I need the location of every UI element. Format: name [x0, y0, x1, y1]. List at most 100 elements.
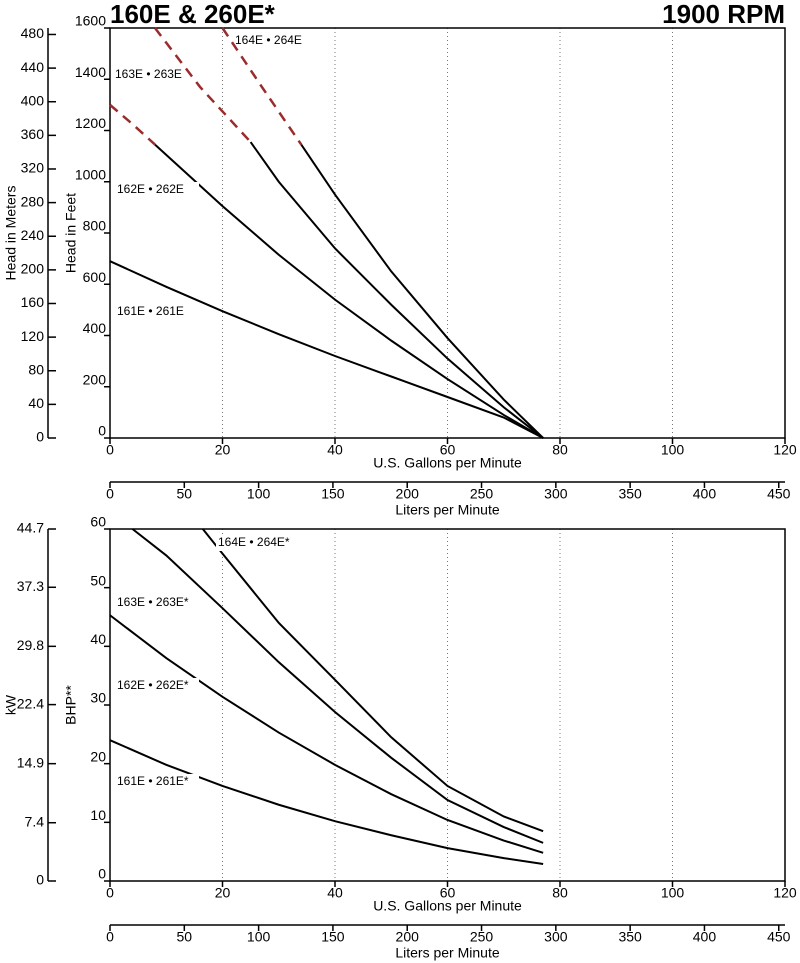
x2-tick-label: 300: [544, 929, 568, 945]
y-tick-label: 800: [83, 218, 107, 234]
curve-label: 164E • 264E: [235, 33, 302, 47]
y-tick-label: 200: [83, 371, 107, 387]
curve-label: 163E • 263E*: [117, 595, 189, 609]
curve: [154, 143, 544, 439]
y-tick-label: 0: [98, 423, 106, 439]
x-tick-label: 60: [440, 442, 456, 458]
x-tick-label: 100: [661, 885, 685, 901]
y2-tick-label: 280: [21, 193, 45, 209]
x2-tick-label: 400: [693, 486, 717, 502]
y2-tick-label: 400: [21, 92, 45, 108]
y2-tick-label: 0: [36, 429, 44, 445]
x-tick-label: 60: [440, 885, 456, 901]
x-tick-label: 40: [327, 442, 343, 458]
y-axis-title: BHP**: [63, 685, 79, 725]
y-tick-label: 60: [90, 514, 106, 530]
curve: [109, 103, 156, 146]
x2-tick-label: 200: [396, 929, 420, 945]
y-tick-label: 1400: [75, 64, 106, 80]
x2-tick-label: 0: [106, 486, 114, 502]
x-tick-label: 20: [215, 885, 231, 901]
x-tick-label: 100: [661, 442, 685, 458]
curve: [202, 528, 544, 833]
curve: [109, 614, 544, 854]
curve-label: 164E • 264E*: [218, 535, 290, 549]
x-tick-label: 0: [106, 442, 114, 458]
page-title: 160E & 260E*: [110, 0, 276, 29]
x-axis-title: U.S. Gallons per Minute: [373, 898, 522, 914]
y-axis-title: Head in Feet: [63, 193, 79, 273]
x2-tick-label: 150: [321, 929, 345, 945]
curve-label: 162E • 262E*: [117, 678, 189, 692]
x2-tick-label: 50: [177, 929, 193, 945]
y-tick-label: 10: [90, 807, 106, 823]
y-tick-label: 1000: [75, 166, 106, 182]
x-tick-label: 120: [773, 442, 797, 458]
label-bg: [115, 774, 199, 790]
y-tick-label: 400: [83, 320, 107, 336]
y-tick-label: 50: [90, 572, 106, 588]
y2-tick-label: 22.4: [17, 695, 44, 711]
x2-axis-title: Liters per Minute: [395, 945, 499, 961]
y2-tick-label: 240: [21, 227, 45, 243]
x2-tick-label: 350: [618, 486, 642, 502]
y2-tick-label: 120: [21, 328, 45, 344]
x2-tick-label: 50: [177, 486, 193, 502]
x2-tick-label: 200: [396, 486, 420, 502]
x-tick-label: 40: [327, 885, 343, 901]
x2-tick-label: 450: [767, 929, 791, 945]
y-tick-label: 600: [83, 269, 107, 285]
y2-tick-label: 200: [21, 261, 45, 277]
y2-tick-label: 0: [36, 872, 44, 888]
x-tick-label: 20: [215, 442, 231, 458]
y2-tick-label: 320: [21, 160, 45, 176]
y2-tick-label: 160: [21, 294, 45, 310]
x2-tick-label: 0: [106, 929, 114, 945]
y-tick-label: 30: [90, 690, 106, 706]
x-axis-title: U.S. Gallons per Minute: [373, 455, 522, 471]
x2-tick-label: 300: [544, 486, 568, 502]
curve: [109, 260, 544, 439]
y2-tick-label: 29.8: [17, 637, 44, 653]
x2-tick-label: 100: [247, 929, 271, 945]
curve-label: 162E • 262E: [117, 182, 184, 196]
curve: [249, 141, 544, 439]
y2-tick-label: 40: [28, 395, 44, 411]
y-tick-label: 40: [90, 631, 106, 647]
y2-tick-label: 44.7: [17, 520, 44, 536]
x2-tick-label: 350: [618, 929, 642, 945]
x2-tick-label: 400: [693, 929, 717, 945]
x-tick-label: 80: [552, 885, 568, 901]
x2-axis-title: Liters per Minute: [395, 502, 499, 518]
label-bg: [115, 678, 199, 694]
y-tick-label: 1200: [75, 115, 106, 131]
x-tick-label: 120: [773, 885, 797, 901]
curve-label: 161E • 261E*: [117, 774, 189, 788]
x2-tick-label: 250: [470, 929, 494, 945]
label-bg: [115, 304, 199, 320]
curve-label: 163E • 263E: [115, 67, 182, 81]
x2-tick-label: 450: [767, 486, 791, 502]
x2-tick-label: 250: [470, 486, 494, 502]
speed: 1900 RPM: [662, 0, 785, 29]
y2-tick-label: 360: [21, 126, 45, 142]
label-bg: [216, 535, 300, 551]
y2-axis-title: Head in Meters: [3, 186, 19, 281]
y-tick-label: 0: [98, 866, 106, 882]
label-bg: [233, 33, 317, 49]
y2-tick-label: 7.4: [25, 813, 45, 829]
y-tick-label: 20: [90, 748, 106, 764]
y2-tick-label: 480: [21, 25, 45, 41]
curve-label: 161E • 261E: [117, 304, 184, 318]
curve: [109, 739, 544, 865]
y2-tick-label: 37.3: [17, 578, 44, 594]
y2-axis-title: kW: [3, 694, 19, 715]
curve: [131, 528, 544, 844]
y-tick-label: 1600: [75, 13, 106, 29]
x2-tick-label: 150: [321, 486, 345, 502]
y2-tick-label: 14.9: [17, 754, 44, 770]
x-tick-label: 0: [106, 885, 114, 901]
curve: [300, 144, 544, 439]
y2-tick-label: 80: [28, 361, 44, 377]
